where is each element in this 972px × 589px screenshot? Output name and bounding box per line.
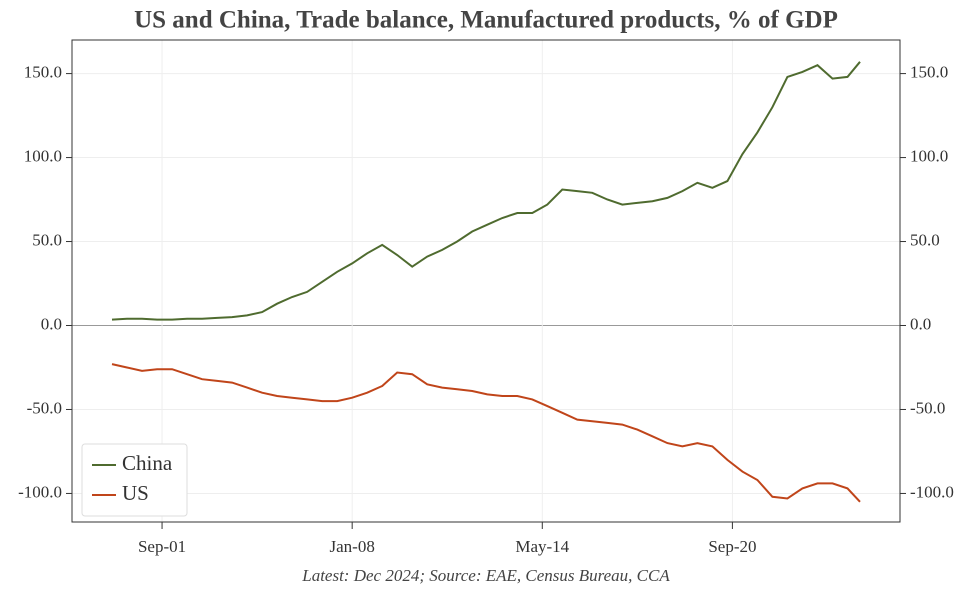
x-tick-label: Sep-20 xyxy=(708,537,756,556)
x-tick-label: Jan-08 xyxy=(330,537,375,556)
y2-tick-label: -100.0 xyxy=(910,482,954,501)
plot-frame xyxy=(71,39,901,523)
x-tick-label: Sep-01 xyxy=(138,537,186,556)
series-line xyxy=(111,363,861,503)
y-tick-label: 100.0 xyxy=(24,146,62,165)
x-tick-label: May-14 xyxy=(515,537,569,556)
y2-tick-label: -50.0 xyxy=(910,398,945,417)
series-line xyxy=(111,61,861,321)
y-tick-label: -50.0 xyxy=(27,398,62,417)
legend-box xyxy=(81,443,188,517)
y-tick-label: 150.0 xyxy=(24,62,62,81)
y2-tick-label: 0.0 xyxy=(910,314,931,333)
y-tick-label: 50.0 xyxy=(32,230,62,249)
legend-label: China xyxy=(122,451,173,475)
y2-tick-label: 50.0 xyxy=(910,230,940,249)
y2-tick-label: 100.0 xyxy=(910,146,948,165)
y2-tick-label: 150.0 xyxy=(910,62,948,81)
y-tick-label: 0.0 xyxy=(41,314,62,333)
legend-label: US xyxy=(122,481,149,505)
chart-title: US and China, Trade balance, Manufacture… xyxy=(134,7,838,34)
footnote: Latest: Dec 2024; Source: EAE, Census Bu… xyxy=(301,566,670,585)
y-tick-label: -100.0 xyxy=(18,482,62,501)
